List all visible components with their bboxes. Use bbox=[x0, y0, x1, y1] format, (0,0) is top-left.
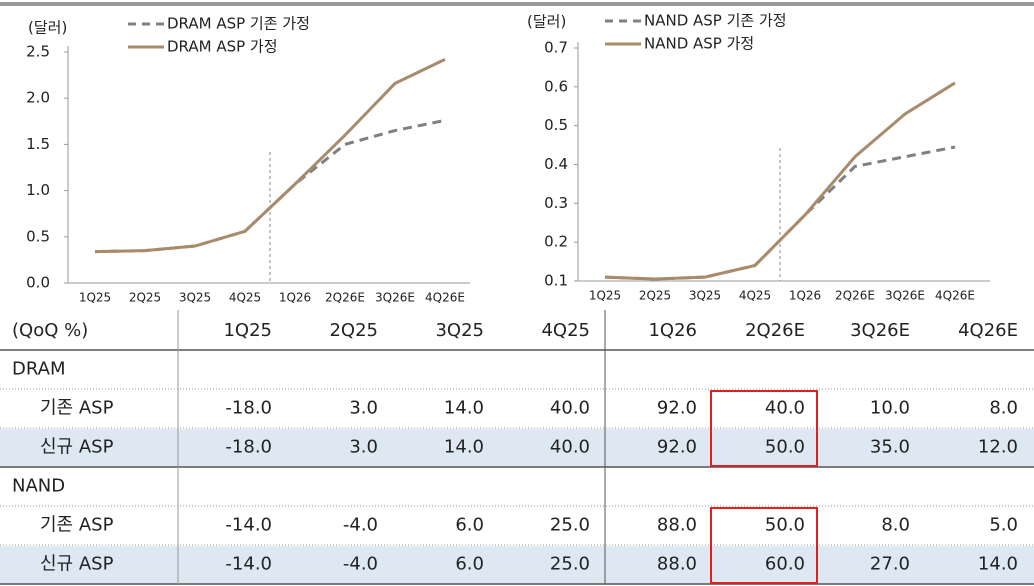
table-header: 2Q26E bbox=[745, 320, 805, 341]
y-tick-label: 0.1 bbox=[544, 272, 568, 290]
row-label: 신규 ASP bbox=[40, 554, 114, 575]
y-axis-unit: (달러) bbox=[28, 19, 67, 37]
y-tick-label: 0.5 bbox=[544, 116, 568, 134]
table-header: 1Q25 bbox=[223, 320, 272, 341]
x-tick-label: 3Q26E bbox=[375, 291, 415, 305]
x-tick-label: 4Q26E bbox=[935, 289, 975, 303]
x-tick-label: 2Q25 bbox=[129, 291, 161, 305]
y-tick-label: 1.0 bbox=[26, 181, 50, 199]
cell: 10.0 bbox=[870, 398, 910, 419]
table-header: 4Q26E bbox=[958, 320, 1018, 341]
table-header-bg bbox=[0, 310, 1034, 350]
cell: 3.0 bbox=[349, 437, 378, 458]
x-tick-label: 3Q26E bbox=[885, 289, 925, 303]
section-label: DRAM bbox=[12, 359, 65, 380]
cell: 40.0 bbox=[550, 437, 590, 458]
cell: 14.0 bbox=[444, 398, 484, 419]
cell: 88.0 bbox=[657, 515, 697, 536]
series-line bbox=[604, 81, 956, 281]
table-header: 1Q26 bbox=[648, 320, 697, 341]
table-header: 3Q26E bbox=[850, 320, 910, 341]
y-axis-unit: (달러) bbox=[527, 13, 566, 31]
cell: 14.0 bbox=[444, 437, 484, 458]
cell: 27.0 bbox=[870, 554, 910, 575]
row-highlight bbox=[0, 429, 1034, 467]
cell: 50.0 bbox=[765, 437, 805, 458]
y-tick-label: 0.4 bbox=[544, 155, 568, 173]
x-tick-label: 2Q25 bbox=[639, 289, 671, 303]
cell: -14.0 bbox=[225, 515, 272, 536]
section-label: NAND bbox=[12, 476, 65, 497]
legend-label: NAND ASP 가정 bbox=[644, 35, 754, 53]
x-tick-label: 1Q26 bbox=[789, 289, 821, 303]
cell: -4.0 bbox=[343, 515, 378, 536]
y-tick-label: 0.7 bbox=[544, 39, 568, 57]
legend-label: DRAM ASP 가정 bbox=[167, 38, 278, 56]
x-tick-label: 1Q26 bbox=[279, 291, 311, 305]
cell: 50.0 bbox=[765, 515, 805, 536]
cell: 88.0 bbox=[657, 554, 697, 575]
cell: 92.0 bbox=[657, 437, 697, 458]
cell: 8.0 bbox=[989, 398, 1018, 419]
cell: -14.0 bbox=[225, 554, 272, 575]
x-tick-label: 1Q25 bbox=[589, 289, 621, 303]
legend-label: DRAM ASP 기존 가정 bbox=[167, 15, 310, 33]
highlight-box bbox=[710, 507, 818, 584]
x-tick-label: 4Q26E bbox=[425, 291, 465, 305]
table-header: 4Q25 bbox=[541, 320, 590, 341]
cell: 6.0 bbox=[455, 554, 484, 575]
y-tick-label: 0.3 bbox=[544, 194, 568, 212]
x-tick-label: 4Q25 bbox=[739, 289, 771, 303]
top-rule bbox=[0, 2, 1034, 6]
cell: 6.0 bbox=[455, 515, 484, 536]
y-tick-label: 2.5 bbox=[26, 43, 50, 61]
cell: 3.0 bbox=[349, 398, 378, 419]
highlight-box bbox=[710, 390, 818, 467]
y-tick-label: 2.0 bbox=[26, 89, 50, 107]
table-header: (QoQ %) bbox=[12, 320, 88, 341]
cell: 5.0 bbox=[989, 515, 1018, 536]
cell: -18.0 bbox=[225, 398, 272, 419]
series-line bbox=[94, 58, 446, 254]
x-tick-label: 3Q25 bbox=[689, 289, 721, 303]
x-tick-label: 2Q26E bbox=[835, 289, 875, 303]
x-tick-label: 3Q25 bbox=[179, 291, 211, 305]
y-tick-label: 0.6 bbox=[544, 77, 568, 95]
cell: 25.0 bbox=[550, 554, 590, 575]
cell: 8.0 bbox=[881, 515, 910, 536]
cell: 40.0 bbox=[550, 398, 590, 419]
x-tick-label: 2Q26E bbox=[325, 291, 365, 305]
legend-label: NAND ASP 기존 가정 bbox=[644, 12, 787, 30]
cell: -18.0 bbox=[225, 437, 272, 458]
table-header: 3Q25 bbox=[435, 320, 484, 341]
y-tick-label: 0.0 bbox=[26, 274, 50, 292]
row-label: 기존 ASP bbox=[40, 398, 114, 419]
cell: -4.0 bbox=[343, 554, 378, 575]
y-tick-label: 0.5 bbox=[26, 227, 50, 245]
cell: 14.0 bbox=[978, 554, 1018, 575]
y-tick-label: 1.5 bbox=[26, 135, 50, 153]
y-tick-label: 0.2 bbox=[544, 233, 568, 251]
cell: 40.0 bbox=[765, 398, 805, 419]
x-tick-label: 1Q25 bbox=[79, 291, 111, 305]
row-highlight bbox=[0, 546, 1034, 584]
row-label: 기존 ASP bbox=[40, 515, 114, 536]
cell: 92.0 bbox=[657, 398, 697, 419]
row-label: 신규 ASP bbox=[40, 437, 114, 458]
table-header: 2Q25 bbox=[329, 320, 378, 341]
x-tick-label: 4Q25 bbox=[229, 291, 261, 305]
cell: 35.0 bbox=[870, 437, 910, 458]
cell: 25.0 bbox=[550, 515, 590, 536]
cell: 60.0 bbox=[765, 554, 805, 575]
cell: 12.0 bbox=[978, 437, 1018, 458]
